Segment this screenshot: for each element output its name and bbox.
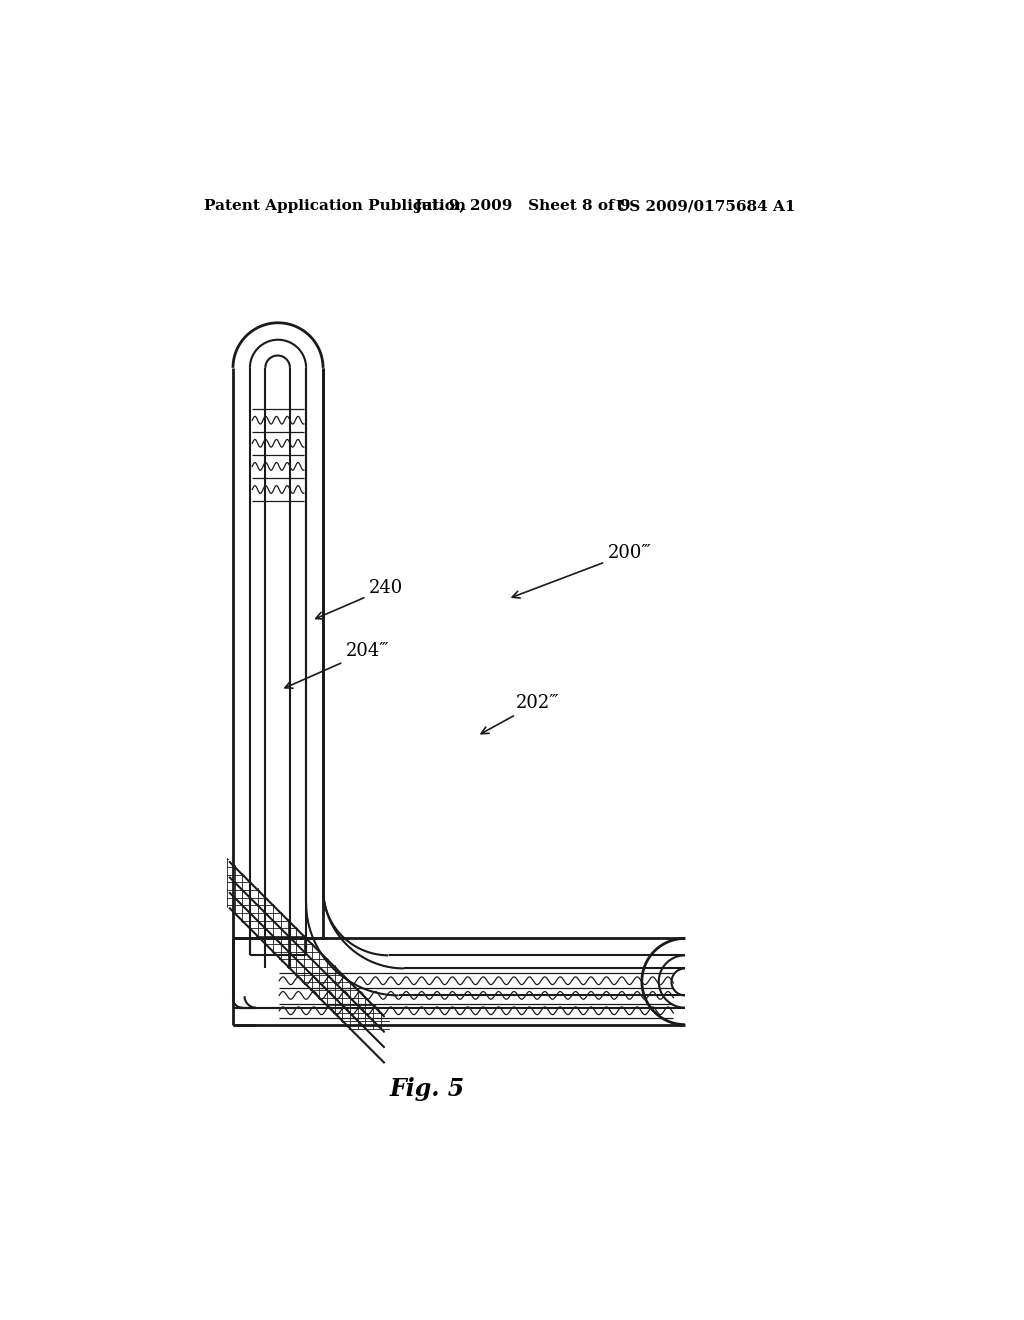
Text: 204‴: 204‴ [285,643,390,688]
Text: 240: 240 [315,579,403,619]
Text: Fig. 5: Fig. 5 [389,1077,465,1101]
Text: Patent Application Publication: Patent Application Publication [204,199,466,213]
Text: Jul. 9, 2009   Sheet 8 of 9: Jul. 9, 2009 Sheet 8 of 9 [414,199,631,213]
Text: 200‴: 200‴ [512,544,651,598]
Text: US 2009/0175684 A1: US 2009/0175684 A1 [615,199,796,213]
Text: 202‴: 202‴ [481,694,559,734]
